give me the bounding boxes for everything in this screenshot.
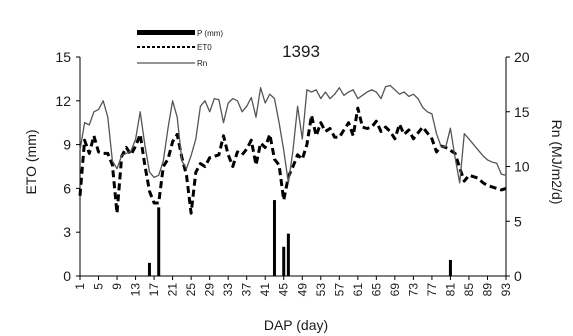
series-lines-group <box>78 84 507 215</box>
legend-label-eto: ET0 <box>197 43 212 52</box>
x-tick-label: 53 <box>314 283 328 297</box>
y-right-tick-label: 15 <box>514 104 530 120</box>
x-tick-label: 69 <box>388 283 402 297</box>
x-tick-label: 37 <box>240 283 254 297</box>
precip-bar <box>147 262 151 276</box>
y-axis-left-label: ETO (mm) <box>23 129 39 194</box>
y-left-tick-label: 6 <box>63 180 71 196</box>
x-tick-label: 73 <box>406 283 420 297</box>
x-tick-label: 57 <box>332 283 346 297</box>
y-left-tick-label: 15 <box>55 49 71 65</box>
precip-bar <box>286 233 290 276</box>
y-right-tick-label: 10 <box>514 159 530 175</box>
y-left-tick-label: 0 <box>63 268 71 284</box>
rn-series-line <box>79 84 507 184</box>
y-right-tick-label: 5 <box>514 213 522 229</box>
eto-series-line <box>78 106 507 215</box>
x-axis-label: DAP (day) <box>264 317 328 333</box>
precip-bar <box>157 207 161 276</box>
x-tick-label: 49 <box>295 283 309 297</box>
axes-group <box>76 56 510 280</box>
precip-bar <box>448 259 452 276</box>
x-tick-label: 45 <box>277 283 291 297</box>
y-left-tick-label: 12 <box>55 93 71 109</box>
x-tick-label: 81 <box>443 283 457 297</box>
y-right-tick-label: 0 <box>514 268 522 284</box>
y-axis-right-label: Rn (MJ/m2/d) <box>549 120 565 205</box>
x-tick-label: 21 <box>166 283 180 297</box>
x-tick-label: 41 <box>258 283 272 297</box>
x-tick-label: 13 <box>129 283 143 297</box>
x-tick-label: 5 <box>92 283 106 290</box>
x-tick-label: 1 <box>73 283 87 290</box>
precip-bar <box>282 246 286 276</box>
y-right-tick-label: 20 <box>514 49 530 65</box>
x-tick-label: 89 <box>480 283 494 297</box>
x-tick-label: 93 <box>499 283 513 297</box>
x-tick-label: 61 <box>351 283 365 297</box>
x-tick-label: 25 <box>184 283 198 297</box>
x-tick-label: 65 <box>369 283 383 297</box>
legend-swatch-precip <box>137 30 195 35</box>
precip-bar <box>272 200 276 276</box>
precip-bars-group <box>147 200 452 276</box>
x-tick-label: 9 <box>110 283 124 290</box>
y-left-tick-label: 3 <box>63 224 71 240</box>
chart-title: 1393 <box>282 42 320 61</box>
x-tick-label: 17 <box>147 283 161 297</box>
x-tick-label: 77 <box>425 283 439 297</box>
x-tick-label: 29 <box>203 283 217 297</box>
y-left-tick-label: 9 <box>63 137 71 153</box>
legend: P (mm) ET0 Rn <box>137 29 223 68</box>
legend-label-precip: P (mm) <box>197 29 223 38</box>
x-tick-label: 33 <box>221 283 235 297</box>
legend-label-rn: Rn <box>197 59 207 68</box>
x-tick-label: 85 <box>462 283 476 297</box>
